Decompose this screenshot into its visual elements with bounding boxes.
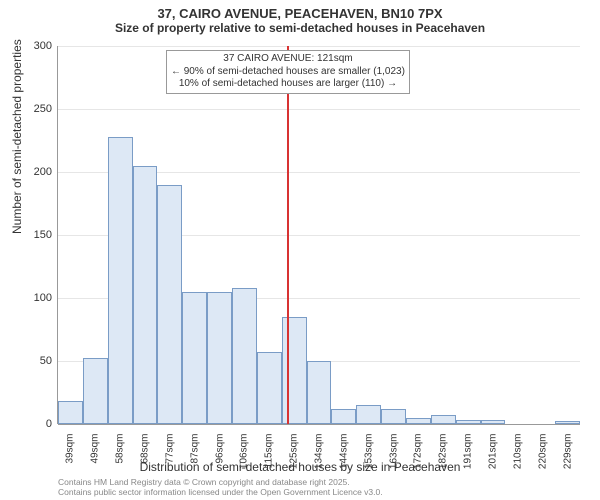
- histogram-bar: [282, 317, 307, 424]
- annotation-line1: 37 CAIRO AVENUE: 121sqm: [223, 53, 352, 64]
- annotation-box: 37 CAIRO AVENUE: 121sqm ← 90% of semi-det…: [166, 50, 410, 94]
- histogram-bar: [133, 166, 158, 424]
- histogram-bar: [108, 137, 133, 424]
- footnote: Contains HM Land Registry data © Crown c…: [58, 478, 383, 498]
- histogram-bars: [58, 46, 580, 424]
- histogram-bar: [83, 358, 108, 424]
- histogram-bar: [356, 405, 381, 424]
- y-tick-label: 50: [12, 355, 52, 367]
- histogram-bar: [406, 418, 431, 424]
- histogram-bar: [381, 409, 406, 424]
- property-marker-line: [287, 46, 289, 424]
- histogram-bar: [555, 421, 580, 424]
- footnote-line1: Contains HM Land Registry data © Crown c…: [58, 477, 350, 487]
- histogram-bar: [157, 185, 182, 424]
- histogram-bar: [331, 409, 356, 424]
- histogram-bar: [481, 420, 506, 424]
- histogram-bar: [207, 292, 232, 424]
- histogram-bar: [232, 288, 257, 424]
- histogram-bar: [182, 292, 207, 424]
- page-title: 37, CAIRO AVENUE, PEACEHAVEN, BN10 7PX: [0, 6, 600, 21]
- y-axis-label: Number of semi-detached properties: [10, 39, 24, 234]
- annotation-line2: ← 90% of semi-detached houses are smalle…: [171, 66, 405, 77]
- footnote-line2: Contains public sector information licen…: [58, 487, 383, 497]
- annotation-line3: 10% of semi-detached houses are larger (…: [179, 78, 397, 89]
- y-tick-label: 100: [12, 292, 52, 304]
- chart-area: 37 CAIRO AVENUE: 121sqm ← 90% of semi-det…: [58, 46, 580, 424]
- histogram-bar: [257, 352, 282, 424]
- histogram-bar: [307, 361, 332, 424]
- y-tick-label: 150: [12, 229, 52, 241]
- y-tick-label: 0: [12, 418, 52, 430]
- histogram-bar: [58, 401, 83, 424]
- x-axis-line: [58, 424, 580, 425]
- y-tick-label: 200: [12, 166, 52, 178]
- y-tick-label: 250: [12, 103, 52, 115]
- y-tick-label: 300: [12, 40, 52, 52]
- histogram-bar: [431, 415, 456, 424]
- x-axis-label: Distribution of semi-detached houses by …: [0, 460, 600, 474]
- page-subtitle: Size of property relative to semi-detach…: [0, 21, 600, 35]
- histogram-bar: [456, 420, 481, 424]
